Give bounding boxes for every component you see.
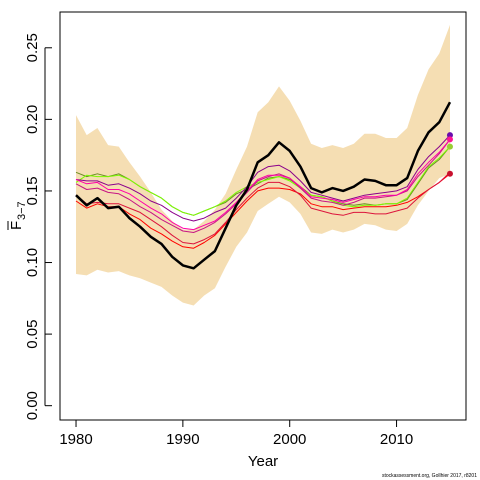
y-axis-title-subscript: 3−7 [16, 201, 28, 220]
x-axis: 1980 1990 2000 2010 [59, 419, 413, 448]
series-line-6 [75, 139, 451, 231]
y-tick-label: 0.00 [24, 391, 41, 420]
series-line-3 [75, 146, 451, 216]
confidence-band-layer [76, 24, 450, 306]
series-line-1 [75, 101, 452, 270]
y-tick-label: 0.25 [24, 33, 41, 62]
credit-text: stockassessment.org, Gollhier 2017, r820… [382, 473, 477, 479]
end-points-layer [446, 132, 453, 177]
x-tick-label: 2010 [380, 431, 413, 448]
x-tick-label: 1990 [166, 431, 199, 448]
y-tick-label: 0.10 [24, 248, 41, 277]
end-point-4 [446, 170, 453, 177]
series-line-5 [75, 139, 451, 233]
x-tick-label: 1980 [59, 431, 92, 448]
end-point-3 [446, 143, 453, 150]
x-tick-label: 2000 [273, 431, 306, 448]
y-tick-label: 0.05 [24, 320, 41, 349]
series-line-7 [75, 173, 451, 249]
series-line-8 [75, 171, 451, 245]
y-axis-title-main: F [8, 221, 25, 230]
y-axis: 0.00 0.05 0.10 0.15 0.20 0.25 [24, 33, 52, 420]
end-point-1 [446, 132, 453, 139]
x-axis-title: Year [248, 453, 278, 470]
series-line-4 [75, 134, 451, 222]
y-tick-label: 0.15 [24, 176, 41, 205]
y-axis-title: F 3−7 [7, 201, 28, 230]
end-point-2 [446, 136, 453, 143]
confidence-band [76, 24, 450, 306]
y-tick-label: 0.20 [24, 105, 41, 134]
series-lines-layer [75, 101, 452, 270]
